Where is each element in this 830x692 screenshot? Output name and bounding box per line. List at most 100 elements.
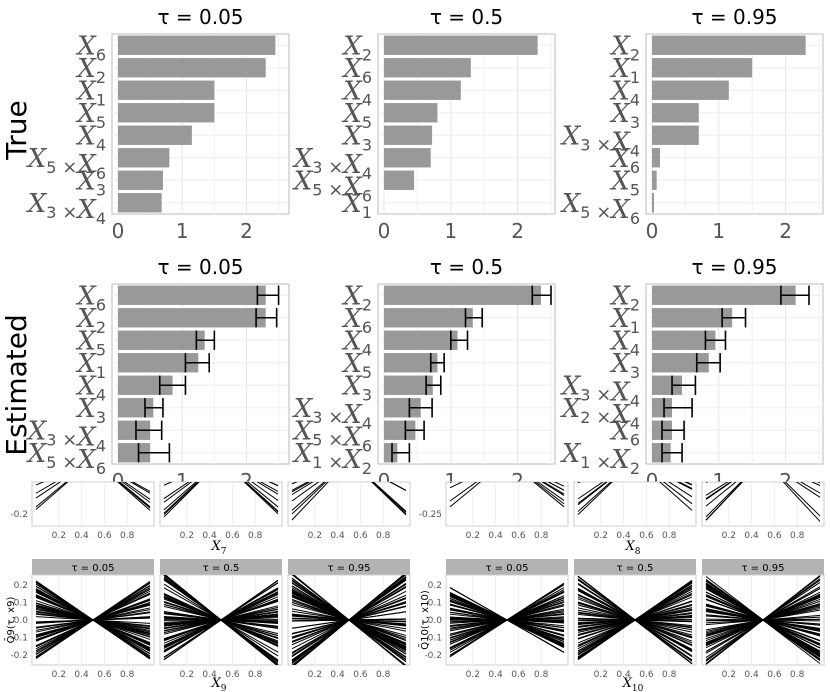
y-tick-label: -0.1 bbox=[424, 634, 442, 644]
x-axis-label: X10 bbox=[622, 676, 644, 692]
x-tick-label: 0.2 bbox=[466, 531, 480, 541]
partial-line bbox=[662, 482, 693, 505]
category-label-x3: X3 bbox=[341, 121, 372, 154]
partial-line bbox=[532, 482, 565, 508]
error-bar-x4 bbox=[449, 330, 469, 350]
category-label-x2: X2 bbox=[75, 304, 106, 337]
bar-x5 bbox=[384, 353, 438, 373]
partial-line bbox=[577, 482, 612, 512]
partial-line bbox=[163, 482, 200, 518]
partial-line bbox=[782, 482, 821, 522]
category-label-x3-x4: X3 ×X4 bbox=[26, 416, 106, 455]
category-label-x3: X3 bbox=[609, 349, 640, 382]
x-tick-label: 0.8 bbox=[790, 670, 805, 680]
x-tick-label: 0.6 bbox=[97, 670, 112, 680]
x-tick-label: 0.2 bbox=[722, 670, 736, 680]
bar-x3 bbox=[384, 375, 433, 395]
partial-line bbox=[705, 482, 742, 518]
x-axis-label: X7 bbox=[211, 539, 227, 557]
row-label-true: True bbox=[0, 100, 33, 160]
facet-strip-label: τ = 0.95 bbox=[741, 563, 784, 574]
bar-x5-x6 bbox=[652, 193, 655, 213]
partial-line bbox=[244, 482, 279, 512]
error-bar-x2 bbox=[531, 285, 552, 305]
x-tick-label: 0.2 bbox=[180, 531, 194, 541]
y-axis-label: Q̄10(τ, x10) bbox=[418, 590, 431, 650]
partial-line bbox=[534, 482, 565, 505]
facet-3: τ = 0.95 0.2 0.4 0.6 0.8 bbox=[287, 559, 411, 680]
x-tick-label: 0.8 bbox=[120, 670, 135, 680]
x-tick-label: 0.6 bbox=[639, 670, 654, 680]
bar-x5 bbox=[118, 330, 205, 350]
panel-title: τ = 0.5 bbox=[430, 5, 503, 29]
error-bar-x1 bbox=[184, 353, 211, 373]
partial-line bbox=[577, 482, 604, 500]
bar-x3-x4 bbox=[118, 420, 151, 440]
bar-x2 bbox=[652, 35, 806, 55]
partial-line bbox=[537, 482, 565, 501]
partial-line bbox=[35, 482, 61, 499]
x-tick-label: 0.2 bbox=[308, 531, 322, 541]
facet-strip-label: τ = 0.5 bbox=[203, 563, 240, 574]
category-label-x3-x4: X3 ×X4 bbox=[292, 144, 372, 183]
facet-1: 0.2 0.4 0.6 0.8 bbox=[31, 481, 155, 541]
error-bar-x3-x4 bbox=[135, 420, 163, 440]
partial-line bbox=[668, 482, 693, 498]
x-tick-label: 0.6 bbox=[97, 531, 112, 541]
facet-background bbox=[31, 481, 155, 527]
y-tick-label: 0.2 bbox=[14, 581, 28, 591]
bar-x5-x6 bbox=[384, 420, 416, 440]
partial-lines bbox=[291, 575, 407, 665]
bar-x4 bbox=[652, 80, 729, 100]
facet-2: 0.2 0.4 0.6 0.8 bbox=[159, 481, 283, 541]
line-panels: X7-0.20.2 0.4 0.6 0.8 0.2 0.4 0.6 0.8 0.2 0.4 0.6 0… bbox=[4, 481, 825, 692]
partial-line bbox=[577, 482, 613, 515]
x-tick-label: 0.6 bbox=[225, 670, 240, 680]
partial-line bbox=[577, 482, 608, 506]
y-tick-label: -0.25 bbox=[419, 510, 442, 520]
x-tick-label: 1 bbox=[712, 219, 725, 243]
bar-x3-x4 bbox=[652, 125, 699, 145]
category-label-x5: X5 bbox=[341, 349, 372, 382]
bar-x1 bbox=[118, 80, 215, 100]
error-bar-x4 bbox=[704, 330, 727, 350]
x-tick-label: 0.6 bbox=[767, 531, 782, 541]
bar-x5-x6 bbox=[118, 443, 151, 463]
category-label-x1: X1 bbox=[75, 349, 106, 382]
partial-line bbox=[372, 482, 407, 512]
partial-line bbox=[705, 482, 729, 496]
partial-line bbox=[35, 482, 57, 494]
partial-lines bbox=[577, 575, 693, 665]
partial-line bbox=[163, 482, 199, 514]
error-bar-x6 bbox=[464, 308, 483, 328]
x-tick-label: 0 bbox=[378, 219, 391, 243]
category-label-x4: X4 bbox=[75, 121, 106, 154]
bar-x3-x4 bbox=[652, 375, 683, 395]
error-bar-x5 bbox=[195, 330, 216, 350]
partial-line bbox=[291, 482, 314, 495]
bar-x2 bbox=[118, 308, 266, 328]
error-bar-x1-x2 bbox=[661, 443, 683, 463]
x-tick-label: 0 bbox=[646, 219, 659, 243]
facet-strip-label: τ = 0.5 bbox=[617, 563, 654, 574]
partial-line bbox=[542, 482, 565, 495]
y-tick-label: 0.1 bbox=[428, 599, 442, 609]
partial-line bbox=[119, 482, 151, 508]
error-bar-x4 bbox=[158, 375, 187, 395]
partial-line bbox=[799, 482, 821, 494]
category-label-x3: X3 bbox=[609, 99, 640, 132]
y-tick-label: 0.1 bbox=[14, 599, 28, 609]
bar-x4 bbox=[652, 330, 716, 350]
bar-x5-x6 bbox=[384, 170, 415, 190]
category-label-x2: X2 bbox=[341, 31, 372, 64]
category-label-x6: X6 bbox=[609, 144, 640, 177]
bar-x4 bbox=[118, 125, 192, 145]
bar-x2-x4 bbox=[652, 398, 673, 418]
x-tick-label: 0.2 bbox=[180, 670, 194, 680]
bar-x6 bbox=[118, 35, 276, 55]
category-label-x2: X2 bbox=[75, 54, 106, 87]
category-label-x2: X2 bbox=[609, 281, 640, 314]
category-label-x3: X3 bbox=[341, 371, 372, 404]
partial-line bbox=[164, 575, 278, 665]
